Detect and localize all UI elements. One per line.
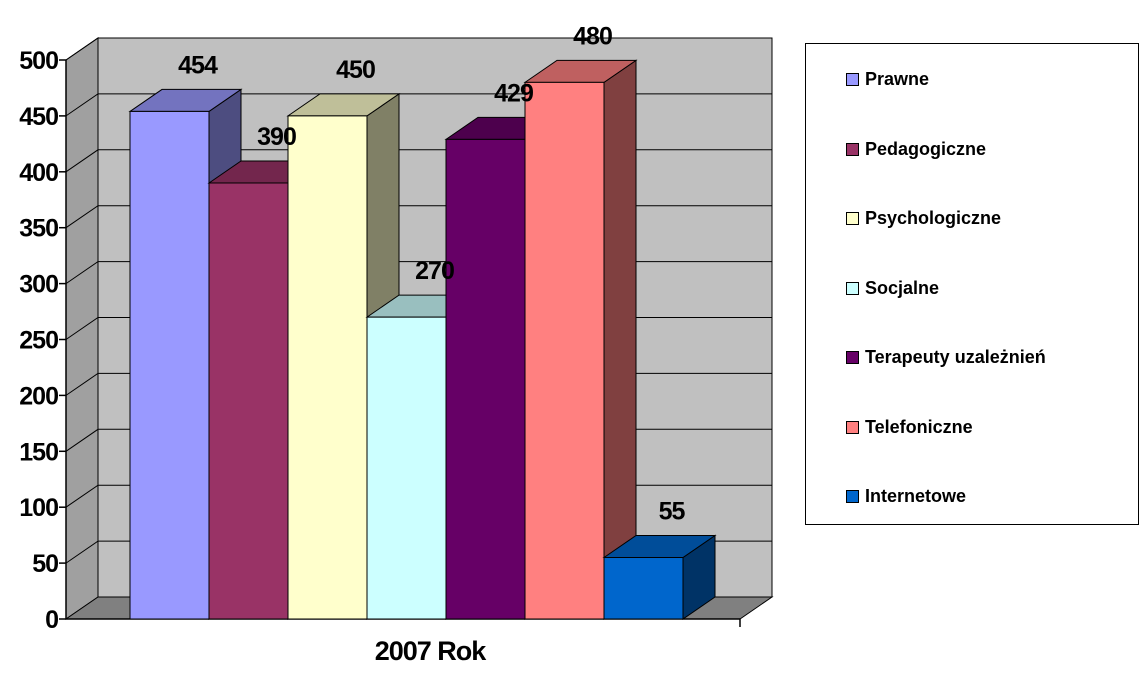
- y-tick-label: 400: [19, 159, 58, 187]
- y-tick-label: 450: [19, 103, 58, 131]
- data-label: 480: [573, 22, 612, 50]
- y-tick-label: 100: [19, 494, 58, 522]
- bar-chart: 0 50 100 150 200 250 300 350 400 450 500 454 390 450 2…: [19, 22, 774, 634]
- legend-label: Telefoniczne: [865, 416, 973, 437]
- bar: [603, 557, 684, 620]
- y-tick-label: 250: [19, 327, 58, 355]
- legend-label: Socjalne: [865, 277, 940, 298]
- bar: [287, 115, 368, 620]
- legend-item: Prawne: [846, 69, 929, 90]
- y-tick-label: 300: [19, 271, 58, 299]
- data-label: 450: [336, 56, 375, 84]
- data-label: 270: [415, 257, 454, 285]
- bar-side: [603, 59, 637, 620]
- legend-label: Prawne: [865, 69, 930, 89]
- data-label: 390: [257, 123, 296, 151]
- data-label: 55: [659, 498, 686, 526]
- legend-item: Pedagogiczne: [846, 139, 986, 160]
- bar: [366, 316, 447, 620]
- y-tick-label: 350: [19, 215, 58, 243]
- legend-swatch: [846, 212, 859, 225]
- legend-label: Internetowe: [865, 486, 967, 506]
- legend-swatch: [846, 490, 859, 503]
- x-axis-label: 2007 Rok: [374, 636, 487, 666]
- gridline: [65, 37, 772, 61]
- legend-item: Terapeuty uzależnień: [846, 347, 1046, 368]
- bar: [524, 81, 605, 620]
- legend-item: Telefoniczne: [846, 417, 973, 438]
- data-label: 454: [178, 51, 218, 79]
- legend-item: Socjalne: [846, 278, 939, 299]
- data-label: 429: [494, 79, 533, 107]
- legend-label: Pedagogiczne: [865, 138, 987, 159]
- legend-swatch: [846, 73, 859, 86]
- legend-item: Psychologiczne: [846, 208, 1001, 229]
- bar: [208, 182, 289, 620]
- y-tick-label: 150: [19, 438, 58, 466]
- y-tick-label: 0: [45, 606, 58, 634]
- bar: [445, 138, 526, 620]
- legend-swatch: [846, 281, 859, 295]
- legend: Prawne Pedagogiczne Psychologiczne Socjalne…: [805, 43, 1139, 525]
- legend-label: Psychologiczne: [865, 208, 1002, 228]
- y-tick-label: 200: [19, 382, 58, 410]
- legend-swatch: [846, 351, 859, 364]
- y-tick-label: 500: [19, 47, 58, 75]
- legend-label: Terapeuty uzależnień: [865, 347, 1046, 367]
- legend-swatch: [846, 142, 859, 156]
- bar: [129, 110, 210, 620]
- legend-item: Internetowe: [846, 486, 966, 507]
- legend-swatch: [846, 420, 859, 434]
- y-tick-label: 50: [32, 550, 58, 578]
